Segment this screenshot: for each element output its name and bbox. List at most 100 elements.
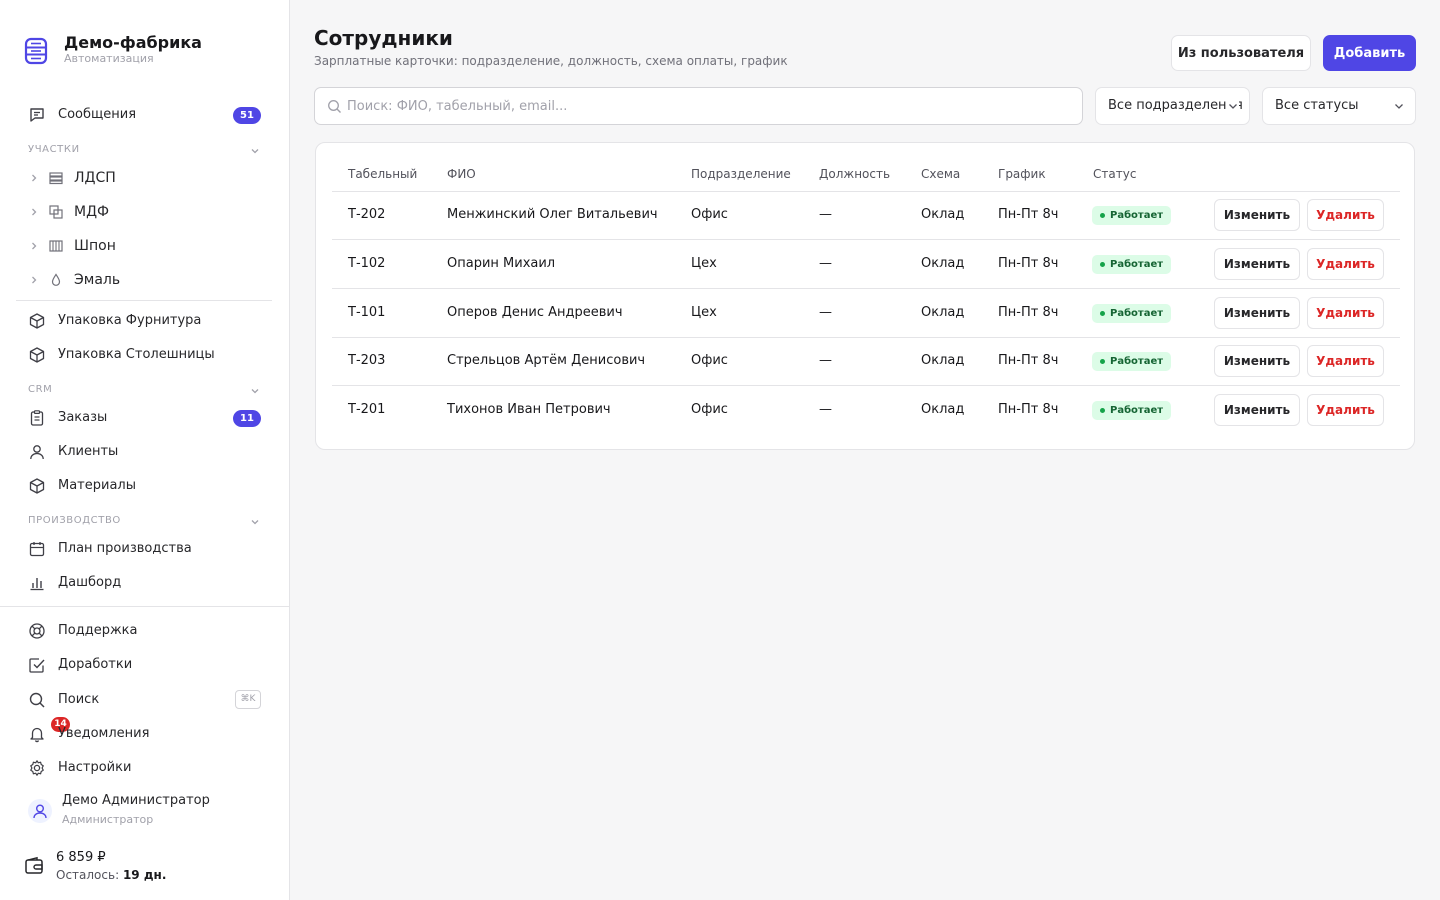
sidebar-item-orders[interactable]: Заказы 11	[16, 403, 272, 433]
delete-button[interactable]: Удалить	[1307, 248, 1384, 280]
life-buoy-icon	[29, 623, 45, 639]
cell-id: Т-201	[348, 402, 386, 417]
wallet-icon	[25, 856, 43, 874]
delete-button[interactable]: Удалить	[1307, 297, 1384, 329]
sidebar-item-packaging-countertops[interactable]: Упаковка Столешницы	[16, 340, 272, 370]
user-icon	[30, 445, 44, 460]
sidebar-item-label: Доработки	[58, 657, 133, 672]
orders-count-badge: 11	[233, 410, 261, 427]
sidebar-item-label: Уведомления	[58, 726, 150, 741]
column-header-id[interactable]: Табельный	[348, 167, 418, 181]
chevron-right-icon	[32, 208, 37, 216]
department-filter-select[interactable]: Все подразделения	[1095, 87, 1250, 125]
notifications-count-badge: 14	[51, 717, 70, 732]
copy-icon	[49, 205, 63, 219]
sidebar-item-settings[interactable]: Настройки	[16, 753, 272, 783]
chevron-right-icon	[32, 276, 37, 284]
message-square-icon	[30, 108, 44, 122]
bar-chart-icon	[30, 578, 44, 591]
sidebar-item-label: Сообщения	[58, 107, 137, 122]
balance-widget[interactable]: 6 859 ₽ Осталось: 19 дн.	[24, 848, 264, 888]
chevron-down-icon[interactable]	[249, 385, 261, 397]
columns-icon	[49, 240, 63, 252]
employees-table: Табельный ФИО Подразделение Должность Сх…	[315, 142, 1415, 450]
column-header-name[interactable]: ФИО	[447, 167, 476, 181]
cell-schedule: Пн-Пт 8ч	[998, 353, 1059, 368]
sidebar-item-packaging-hardware[interactable]: Упаковка Фурнитура	[16, 306, 272, 336]
box-icon	[29, 478, 45, 494]
sidebar-item-search[interactable]: Поиск ⌘K	[16, 685, 272, 715]
sidebar-item-veneer[interactable]: Шпон	[16, 231, 272, 261]
cell-name: Менжинский Олег Витальевич	[447, 207, 658, 222]
sidebar-item-label: Дашборд	[58, 575, 122, 590]
table-row[interactable]: Т-102 Опарин Михаил Цех — Оклад Пн-Пт 8ч…	[332, 240, 1400, 289]
column-header-status[interactable]: Статус	[1093, 167, 1137, 181]
sidebar-item-ldsp[interactable]: ЛДСП	[16, 163, 272, 193]
delete-button[interactable]: Удалить	[1307, 199, 1384, 231]
delete-button[interactable]: Удалить	[1307, 345, 1384, 377]
cell-department: Цех	[691, 256, 717, 271]
sidebar-item-materials[interactable]: Материалы	[16, 471, 272, 501]
user-icon	[33, 804, 47, 819]
cell-id: Т-203	[348, 353, 386, 368]
sidebar-item-clients[interactable]: Клиенты	[16, 437, 272, 467]
sidebar-item-mdf[interactable]: МДФ	[16, 197, 272, 227]
cell-position: —	[819, 353, 832, 368]
search-shortcut: ⌘K	[235, 690, 261, 709]
sidebar-item-label: Эмаль	[74, 272, 121, 288]
from-user-button[interactable]: Из пользователя	[1171, 35, 1311, 71]
table-row[interactable]: Т-101 Оперов Денис Андреевич Цех — Оклад…	[332, 289, 1400, 338]
section-label-areas: Участки	[28, 144, 80, 155]
column-header-department[interactable]: Подразделение	[691, 167, 791, 181]
divider	[332, 191, 1400, 192]
add-button[interactable]: Добавить	[1323, 35, 1416, 71]
table-row[interactable]: Т-201 Тихонов Иван Петрович Офис — Оклад…	[332, 386, 1400, 435]
status-badge: Работает	[1092, 401, 1172, 420]
sidebar-item-dashboard[interactable]: Дашборд	[16, 568, 272, 598]
brand[interactable]: Демо-фабрика Автоматизация	[24, 34, 202, 66]
column-header-position[interactable]: Должность	[819, 167, 891, 181]
delete-button[interactable]: Удалить	[1307, 394, 1384, 426]
search-input[interactable]	[347, 88, 1067, 124]
brand-subtitle: Автоматизация	[64, 52, 154, 65]
edit-button[interactable]: Изменить	[1214, 248, 1300, 280]
edit-button[interactable]: Изменить	[1214, 345, 1300, 377]
cell-id: Т-102	[348, 256, 386, 271]
search-icon	[328, 100, 341, 113]
column-header-schedule[interactable]: График	[998, 167, 1046, 181]
user-role: Администратор	[62, 813, 154, 826]
sidebar-item-messages[interactable]: Сообщения 51	[16, 100, 272, 130]
page-subtitle: Зарплатные карточки: подразделение, долж…	[314, 54, 788, 68]
status-badge: Работает	[1092, 206, 1172, 225]
sidebar-item-support[interactable]: Поддержка	[16, 616, 272, 646]
sidebar-item-notifications[interactable]: 14 Уведомления	[16, 717, 272, 749]
status-filter-select[interactable]: Все статусы	[1262, 87, 1416, 125]
cell-schedule: Пн-Пт 8ч	[998, 402, 1059, 417]
user-name: Демо Администратор	[62, 793, 210, 808]
chevron-right-icon	[32, 242, 37, 250]
sidebar-item-label: Упаковка Столешницы	[58, 347, 215, 362]
chevron-down-icon	[1393, 100, 1405, 112]
sidebar-item-enamel[interactable]: Эмаль	[16, 265, 272, 295]
sidebar-item-label: Настройки	[58, 760, 132, 775]
cell-position: —	[819, 402, 832, 417]
column-header-scheme[interactable]: Схема	[921, 167, 961, 181]
chevron-down-icon[interactable]	[249, 145, 261, 157]
cell-department: Офис	[691, 402, 728, 417]
edit-button[interactable]: Изменить	[1214, 394, 1300, 426]
edit-button[interactable]: Изменить	[1214, 199, 1300, 231]
messages-count-badge: 51	[233, 107, 261, 124]
edit-button[interactable]: Изменить	[1214, 297, 1300, 329]
user-profile[interactable]: Демо Администратор Администратор	[28, 793, 268, 833]
cell-scheme: Оклад	[921, 207, 965, 222]
status-badge: Работает	[1092, 304, 1172, 323]
chevron-down-icon[interactable]	[249, 516, 261, 528]
layers-icon	[49, 172, 63, 185]
sidebar-item-production-plan[interactable]: План производства	[16, 534, 272, 564]
table-row[interactable]: Т-203 Стрельцов Артём Денисович Офис — О…	[332, 337, 1400, 386]
department-filter-value: Все подразделения	[1108, 98, 1243, 113]
sidebar-item-improvements[interactable]: Доработки	[16, 650, 272, 680]
cell-position: —	[819, 256, 832, 271]
table-row[interactable]: Т-202 Менжинский Олег Витальевич Офис — …	[332, 191, 1400, 240]
avatar	[28, 799, 52, 823]
